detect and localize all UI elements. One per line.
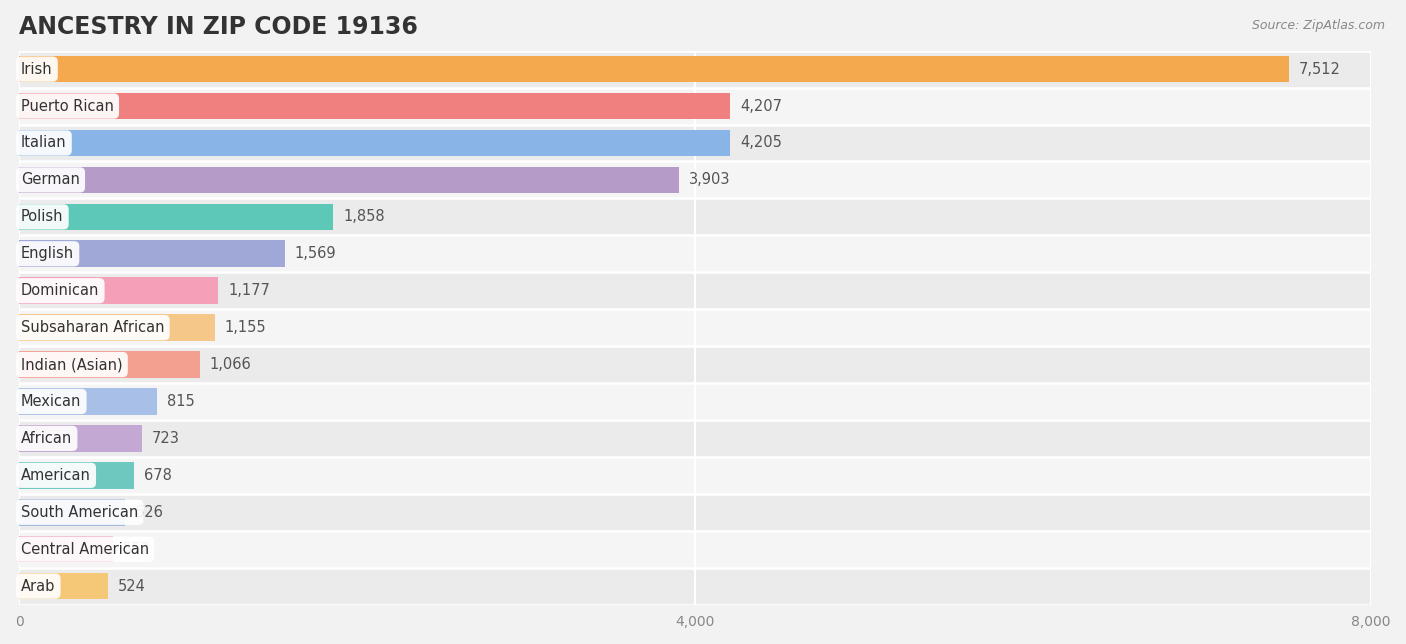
Text: 3,903: 3,903 <box>689 173 731 187</box>
Bar <box>20 388 157 415</box>
Text: American: American <box>21 468 91 483</box>
Text: 626: 626 <box>135 505 163 520</box>
Bar <box>20 56 1289 82</box>
Text: 4,205: 4,205 <box>740 135 782 151</box>
Bar <box>20 462 134 489</box>
Bar <box>20 309 1371 346</box>
Text: ANCESTRY IN ZIP CODE 19136: ANCESTRY IN ZIP CODE 19136 <box>20 15 418 39</box>
Bar <box>20 457 1371 494</box>
Bar <box>20 129 730 156</box>
Text: Source: ZipAtlas.com: Source: ZipAtlas.com <box>1251 19 1385 32</box>
Bar <box>20 93 730 119</box>
Bar <box>20 198 1371 235</box>
Text: South American: South American <box>21 505 138 520</box>
Text: Polish: Polish <box>21 209 63 224</box>
Bar <box>20 162 1371 198</box>
Text: 1,569: 1,569 <box>295 246 336 261</box>
Text: African: African <box>21 431 72 446</box>
Text: 1,858: 1,858 <box>343 209 385 224</box>
Text: 1,155: 1,155 <box>225 320 266 335</box>
Text: 524: 524 <box>118 578 146 594</box>
Bar <box>20 567 1371 605</box>
Bar <box>20 573 108 600</box>
Text: 1,177: 1,177 <box>228 283 270 298</box>
Bar <box>20 499 125 526</box>
Text: English: English <box>21 246 75 261</box>
Text: 723: 723 <box>152 431 180 446</box>
Bar <box>20 531 1371 567</box>
Text: 1,066: 1,066 <box>209 357 252 372</box>
Bar <box>20 536 112 562</box>
Text: Subsaharan African: Subsaharan African <box>21 320 165 335</box>
Text: Puerto Rican: Puerto Rican <box>21 99 114 113</box>
Bar <box>20 351 200 378</box>
Bar <box>20 314 215 341</box>
Bar <box>20 240 284 267</box>
Bar <box>20 204 333 230</box>
Bar <box>20 425 142 451</box>
Text: 678: 678 <box>143 468 172 483</box>
Bar <box>20 124 1371 162</box>
Text: Indian (Asian): Indian (Asian) <box>21 357 122 372</box>
Text: 815: 815 <box>167 394 195 409</box>
Bar <box>20 494 1371 531</box>
Text: Dominican: Dominican <box>21 283 100 298</box>
Bar <box>20 420 1371 457</box>
Bar <box>20 88 1371 124</box>
Text: Central American: Central American <box>21 542 149 556</box>
Bar <box>20 346 1371 383</box>
Text: 552: 552 <box>122 542 150 556</box>
Text: German: German <box>21 173 80 187</box>
Text: Italian: Italian <box>21 135 66 151</box>
Text: 4,207: 4,207 <box>741 99 782 113</box>
Bar <box>20 272 1371 309</box>
Text: Arab: Arab <box>21 578 55 594</box>
Bar <box>20 235 1371 272</box>
Bar <box>20 383 1371 420</box>
Text: 7,512: 7,512 <box>1299 62 1341 77</box>
Bar <box>20 51 1371 88</box>
Text: Mexican: Mexican <box>21 394 82 409</box>
Bar <box>20 167 679 193</box>
Text: Irish: Irish <box>21 62 52 77</box>
Bar <box>20 278 218 304</box>
